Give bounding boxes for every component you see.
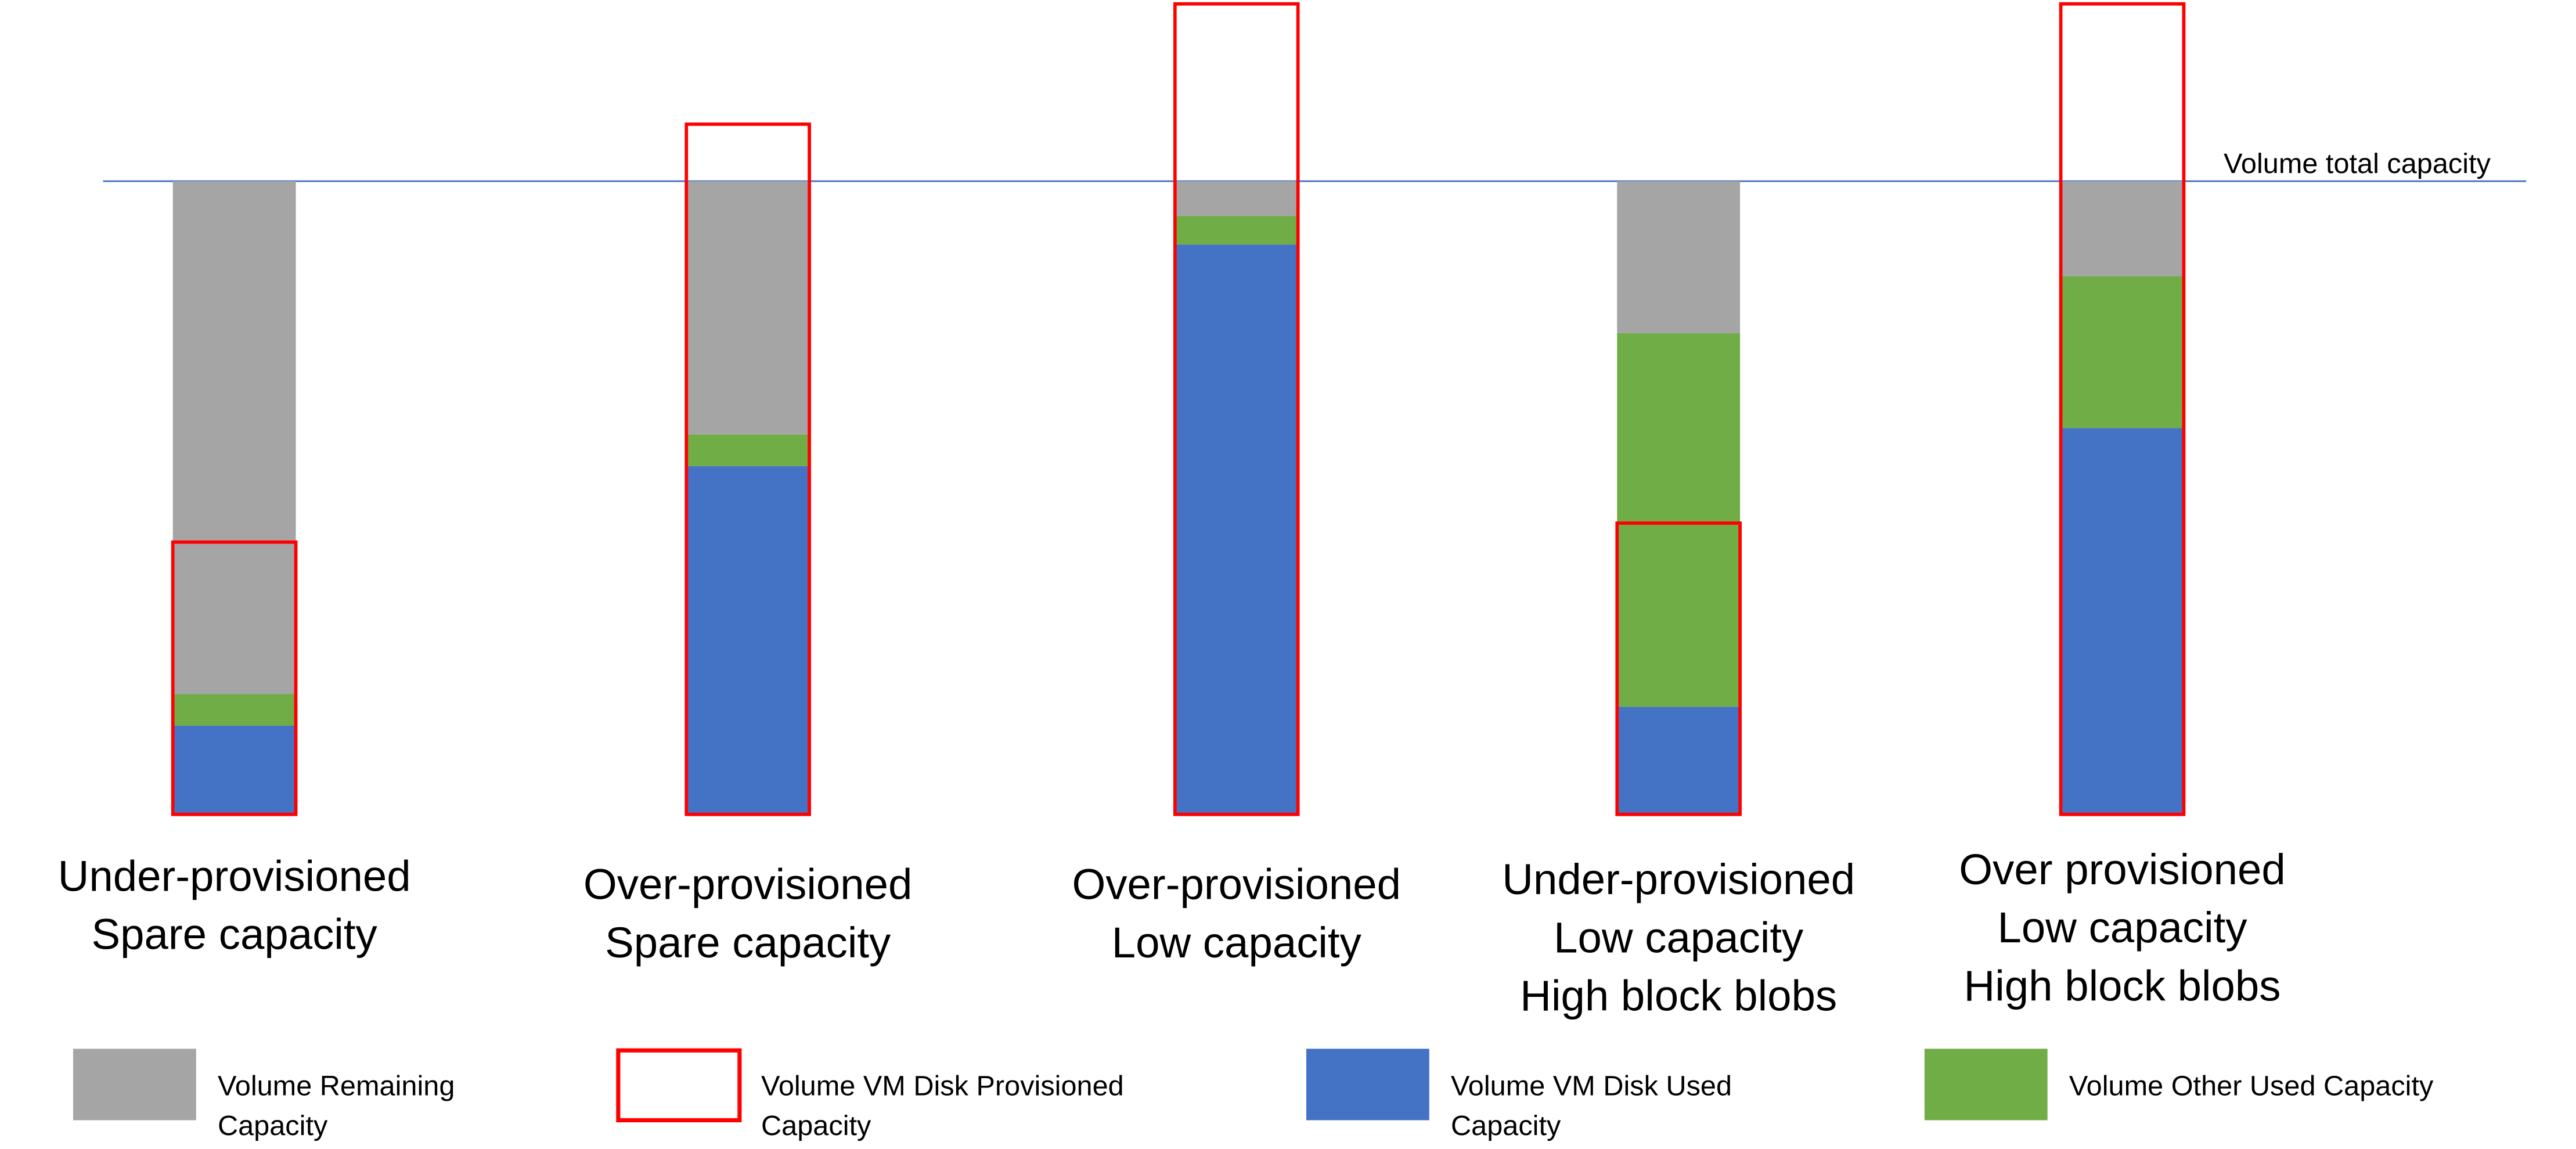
bar-segment-volume-remaining-capacity (172, 181, 296, 694)
bar-segment-volume-other-used-capacity (686, 434, 810, 466)
category-label: Over provisioned (1959, 845, 2285, 894)
category-label: Spare capacity (605, 919, 891, 967)
bar-segment-volume-vm-disk-used-capacity (172, 726, 296, 815)
provisioned-capacity-outline (1615, 521, 1742, 816)
bar-segment-volume-remaining-capacity (1617, 181, 1741, 333)
category-label: Over-provisioned (583, 860, 913, 909)
category-label: Low capacity (1997, 903, 2247, 952)
legend-label: Volume Other Used Capacity (2069, 1070, 2434, 1101)
legend-label: Capacity (761, 1110, 871, 1141)
category-label: Low capacity (1112, 919, 1362, 967)
legend-swatch (1924, 1049, 2048, 1121)
bar-segment-volume-vm-disk-used-capacity (1174, 244, 1298, 815)
category-label: Over-provisioned (1072, 860, 1401, 909)
provisioned-capacity-outline (171, 540, 298, 816)
category-label: High block blobs (1964, 961, 2281, 1010)
bar-segment-volume-vm-disk-used-capacity (686, 466, 810, 815)
category-label: Spare capacity (92, 910, 378, 959)
legend-swatch (73, 1049, 196, 1121)
provisioned-capacity-outline (2059, 2, 2186, 816)
legend-label: Capacity (1451, 1110, 1561, 1141)
legend-swatch-outline (616, 1048, 742, 1123)
bar-segment-volume-vm-disk-used-capacity (2060, 428, 2184, 815)
volume-total-capacity-label: Volume total capacity (2224, 148, 2491, 179)
bar-segment-volume-vm-disk-used-capacity (1617, 707, 1741, 815)
bar-segment-volume-remaining-capacity (1174, 181, 1298, 217)
bar-segment-volume-other-used-capacity (1617, 333, 1741, 707)
category-label: Under-provisioned (1502, 855, 1855, 903)
legend-swatch (1306, 1049, 1429, 1121)
bar-segment-volume-other-used-capacity (172, 694, 296, 726)
legend-label: Volume VM Disk Used (1451, 1070, 1732, 1101)
category-label: Low capacity (1554, 913, 1804, 961)
provisioned-capacity-outline (684, 123, 811, 816)
provisioned-capacity-outline (1173, 2, 1300, 816)
legend-label: Capacity (218, 1110, 328, 1141)
bar-segment-volume-other-used-capacity (2060, 276, 2184, 428)
legend-label: Volume VM Disk Provisioned (761, 1070, 1124, 1101)
bar-segment-volume-remaining-capacity (686, 181, 810, 435)
bar-segment-volume-remaining-capacity (2060, 181, 2184, 276)
bar-segment-volume-other-used-capacity (1174, 216, 1298, 245)
legend-label: Volume Remaining (218, 1070, 455, 1101)
category-label: Under-provisioned (58, 852, 411, 900)
category-label: High block blobs (1520, 971, 1837, 1020)
